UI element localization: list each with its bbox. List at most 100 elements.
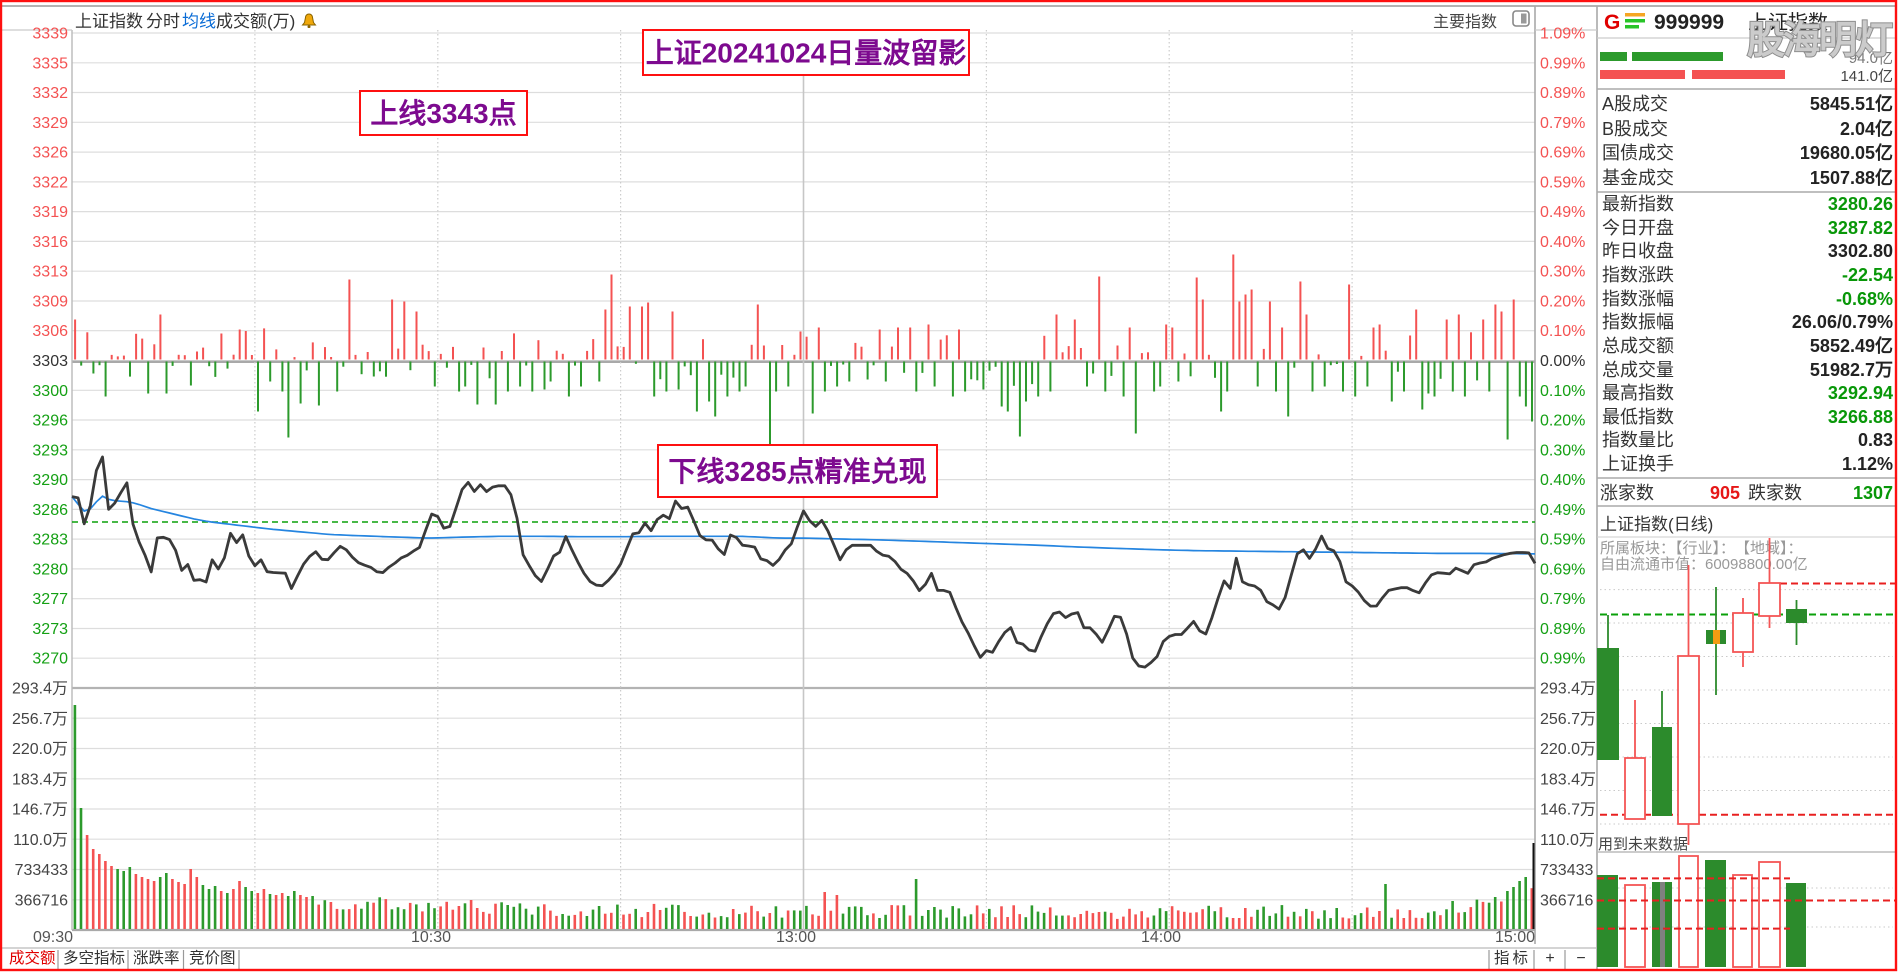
svg-text:自由流通市值：60098800.00亿: 自由流通市值：60098800.00亿 [1600, 556, 1808, 573]
svg-text:15:00: 15:00 [1495, 929, 1535, 946]
svg-text:5852.49亿: 5852.49亿 [1810, 335, 1893, 356]
svg-text:A股成交: A股成交 [1602, 94, 1668, 114]
svg-text:总成交量: 总成交量 [1602, 360, 1674, 380]
svg-text:3273: 3273 [32, 621, 68, 638]
svg-text:3313: 3313 [32, 264, 68, 281]
svg-text:293.4万: 293.4万 [12, 681, 68, 698]
svg-text:所属板块：【行业】： 【地域】：: 所属板块：【行业】： 【地域】： [1600, 539, 1803, 557]
svg-text:1507.88亿: 1507.88亿 [1810, 167, 1893, 188]
svg-text:0.00%: 0.00% [1540, 353, 1585, 370]
svg-text:多空指标: 多空指标 [63, 949, 125, 967]
svg-text:5845.51亿: 5845.51亿 [1810, 93, 1893, 114]
svg-text:183.4万: 183.4万 [1540, 771, 1596, 788]
svg-text:最高指数: 最高指数 [1602, 383, 1674, 403]
svg-text:51982.7万: 51982.7万 [1810, 360, 1893, 380]
svg-text:256.7万: 256.7万 [1540, 711, 1596, 728]
svg-text:220.0万: 220.0万 [12, 741, 68, 758]
svg-text:220.0万: 220.0万 [1540, 741, 1596, 758]
svg-text:293.4万: 293.4万 [1540, 681, 1596, 698]
svg-text:3293: 3293 [32, 442, 68, 459]
svg-text:涨跌率: 涨跌率 [133, 949, 180, 967]
svg-text:3322: 3322 [32, 174, 68, 191]
svg-text:3290: 3290 [32, 472, 68, 489]
svg-text:0.79%: 0.79% [1540, 591, 1585, 608]
svg-text:3339: 3339 [32, 26, 68, 43]
svg-text:733433: 733433 [15, 862, 68, 879]
svg-text:3283: 3283 [32, 532, 68, 549]
svg-text:0.69%: 0.69% [1540, 145, 1585, 162]
svg-text:上线3343点: 上线3343点 [370, 98, 516, 129]
svg-text:用到未来数据: 用到未来数据 [1598, 836, 1688, 853]
svg-text:3316: 3316 [32, 234, 68, 251]
svg-text:成交额(万): 成交额(万) [216, 12, 295, 31]
svg-text:跌家数: 跌家数 [1748, 483, 1802, 503]
svg-text:上证指数: 上证指数 [75, 12, 143, 31]
svg-text:下线3285点精准兑现: 下线3285点精准兑现 [668, 456, 926, 487]
svg-text:19680.05亿: 19680.05亿 [1800, 142, 1893, 163]
svg-text:1.12%: 1.12% [1842, 454, 1893, 474]
svg-text:0.20%: 0.20% [1540, 294, 1585, 311]
svg-text:2.04亿: 2.04亿 [1840, 118, 1893, 139]
svg-text:3280.26: 3280.26 [1828, 194, 1893, 214]
svg-text:主要指数: 主要指数 [1433, 13, 1497, 31]
svg-text:国债成交: 国债成交 [1602, 143, 1674, 163]
svg-text:0.99%: 0.99% [1540, 55, 1585, 72]
svg-text:3309: 3309 [32, 294, 68, 311]
svg-text:09:30: 09:30 [33, 929, 73, 946]
svg-text:0.79%: 0.79% [1540, 115, 1585, 132]
svg-text:3287.82: 3287.82 [1828, 218, 1893, 238]
svg-text:指数量比: 指数量比 [1602, 430, 1674, 450]
svg-text:−: − [1576, 950, 1585, 967]
svg-text:3335: 3335 [32, 55, 68, 72]
svg-text:0.10%: 0.10% [1540, 383, 1585, 400]
svg-text:B股成交: B股成交 [1602, 119, 1668, 139]
svg-text:183.4万: 183.4万 [12, 771, 68, 788]
svg-text:-0.68%: -0.68% [1836, 289, 1893, 309]
svg-text:3266.88: 3266.88 [1828, 407, 1893, 427]
svg-text:3280: 3280 [32, 561, 68, 578]
svg-text:0.59%: 0.59% [1540, 532, 1585, 549]
svg-text:均线: 均线 [182, 12, 216, 31]
svg-text:竞价图: 竞价图 [189, 949, 236, 967]
svg-text:-22.54: -22.54 [1842, 265, 1893, 285]
svg-text:G: G [1604, 11, 1620, 34]
svg-text:3270: 3270 [32, 651, 68, 668]
svg-text:3300: 3300 [32, 383, 68, 400]
svg-text:3296: 3296 [32, 413, 68, 430]
svg-text:3286: 3286 [32, 502, 68, 519]
svg-text:指数涨跌: 指数涨跌 [1602, 265, 1674, 285]
svg-text:上证指数(日线): 上证指数(日线) [1600, 515, 1713, 534]
svg-text:0.83: 0.83 [1858, 430, 1893, 450]
svg-text:上证20241024日量波留影: 上证20241024日量波留影 [646, 38, 967, 69]
svg-text:3302.80: 3302.80 [1828, 241, 1893, 261]
svg-text:1.09%: 1.09% [1540, 26, 1585, 43]
svg-text:141.0亿: 141.0亿 [1840, 68, 1893, 85]
svg-text:上证指数: 上证指数 [1748, 11, 1828, 34]
svg-text:3277: 3277 [32, 591, 68, 608]
svg-text:3319: 3319 [32, 204, 68, 221]
svg-text:总成交额: 总成交额 [1602, 336, 1674, 356]
svg-text:0.20%: 0.20% [1540, 413, 1585, 430]
svg-text:110.0万: 110.0万 [13, 832, 68, 849]
svg-text:0.99%: 0.99% [1540, 651, 1585, 668]
svg-text:26.06/0.79%: 26.06/0.79% [1792, 312, 1893, 332]
svg-text:3329: 3329 [32, 115, 68, 132]
svg-text:146.7万: 146.7万 [1540, 802, 1596, 819]
svg-text:3292.94: 3292.94 [1828, 383, 1893, 403]
svg-text:999999: 999999 [1654, 11, 1724, 34]
svg-text:0.89%: 0.89% [1540, 621, 1585, 638]
svg-text:14:00: 14:00 [1141, 929, 1181, 946]
svg-text:256.7万: 256.7万 [12, 711, 68, 728]
svg-text:指标: 指标 [1494, 949, 1531, 967]
svg-text:昨日收盘: 昨日收盘 [1602, 241, 1674, 261]
svg-text:146.7万: 146.7万 [12, 802, 68, 819]
svg-text:上证换手: 上证换手 [1602, 454, 1674, 474]
svg-text:0.40%: 0.40% [1540, 472, 1585, 489]
svg-text:110.0万: 110.0万 [1540, 832, 1595, 849]
svg-text:3332: 3332 [32, 85, 68, 102]
svg-text:+: + [1545, 950, 1554, 967]
svg-text:3303: 3303 [32, 353, 68, 370]
svg-text:涨家数: 涨家数 [1600, 483, 1654, 503]
svg-text:0.49%: 0.49% [1540, 204, 1585, 221]
svg-text:905: 905 [1710, 483, 1740, 503]
